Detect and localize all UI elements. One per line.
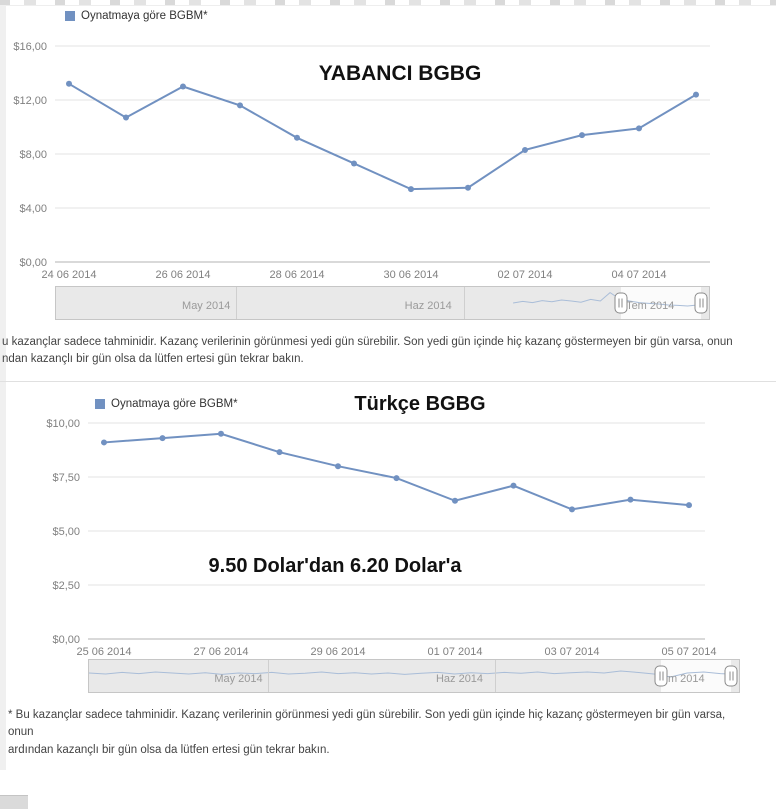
svg-text:$7,50: $7,50 — [52, 472, 80, 484]
chart2-title: Türkçe BGBG — [354, 393, 486, 415]
left-edge-strip — [0, 5, 6, 770]
month-divider — [495, 660, 497, 692]
svg-text:$8,00: $8,00 — [19, 149, 47, 161]
svg-text:01 07 2014: 01 07 2014 — [427, 646, 482, 657]
svg-text:03 07 2014: 03 07 2014 — [544, 646, 599, 657]
chart1-disclaimer: u kazançlar sadece tahminidir. Kazanç ve… — [2, 334, 752, 369]
svg-text:$0,00: $0,00 — [52, 634, 80, 646]
price-drop-annotation: 9.50 Dolar'dan 6.20 Dolar'a — [208, 555, 462, 577]
disclaimer-line: ndan kazançlı bir gün olsa da lütfen ert… — [2, 353, 304, 366]
svg-text:26 06 2014: 26 06 2014 — [155, 269, 210, 281]
month-label: Tem 2014 — [626, 299, 675, 312]
bottom-left-corner-fragment — [0, 795, 28, 809]
chart2-disclaimer: * Bu kazançlar sadece tahminidir. Kazanç… — [8, 707, 738, 759]
slider-handle[interactable] — [654, 665, 668, 687]
section-divider — [0, 381, 776, 382]
timeline-sparkline — [513, 291, 708, 307]
svg-text:$16,00: $16,00 — [13, 41, 47, 53]
legend-swatch — [65, 11, 75, 21]
svg-text:02 07 2014: 02 07 2014 — [497, 269, 552, 281]
chart1-legend: Oynatmaya göre BGBM* — [65, 10, 208, 22]
chart1-title: YABANCI BGBG — [318, 62, 482, 85]
chart1-area: $16,00 $12,00 $8,00 $4,00 $0,00 24 06 2014 26 … — [0, 34, 720, 284]
svg-text:$5,00: $5,00 — [52, 526, 80, 538]
slider-handle[interactable] — [614, 292, 628, 314]
svg-text:$12,00: $12,00 — [13, 95, 47, 107]
chart1-timeline-range-slider[interactable]: May 2014 Haz 2014 Tem 2014 — [55, 286, 710, 320]
timeline-sparkline — [89, 670, 738, 678]
svg-text:25 06 2014: 25 06 2014 — [76, 646, 131, 657]
month-label: Haz 2014 — [404, 299, 452, 312]
disclaimer-line: ardından kazançlı bir gün olsa da lütfen… — [8, 743, 330, 756]
disclaimer-line: u kazançlar sadece tahminidir. Kazanç ve… — [2, 336, 733, 348]
legend-label: Oynatmaya göre BGBM* — [111, 398, 238, 410]
slider-selected-range[interactable] — [620, 287, 702, 319]
month-label: Haz 2014 — [435, 672, 484, 685]
slider-handle[interactable] — [694, 292, 708, 314]
slider-handle[interactable] — [724, 665, 738, 687]
svg-text:28 06 2014: 28 06 2014 — [269, 269, 324, 281]
month-divider — [464, 287, 466, 319]
month-divider — [235, 287, 237, 319]
svg-text:30 06 2014: 30 06 2014 — [383, 269, 438, 281]
disclaimer-line: * Bu kazançlar sadece tahminidir. Kazanç… — [8, 709, 726, 739]
legend-label: Oynatmaya göre BGBM* — [81, 10, 208, 22]
cropped-content-strip — [0, 0, 776, 6]
svg-text:$10,00: $10,00 — [46, 418, 80, 430]
svg-text:24 06 2014: 24 06 2014 — [41, 269, 96, 281]
chart2-timeline-range-slider[interactable]: May 2014 Haz 2014 Tem 2014 — [88, 659, 740, 693]
legend-swatch — [95, 399, 105, 409]
month-label: Tem 2014 — [656, 672, 705, 685]
svg-text:04 07 2014: 04 07 2014 — [611, 269, 666, 281]
svg-text:29 06 2014: 29 06 2014 — [310, 646, 365, 657]
month-label: May 2014 — [214, 672, 263, 685]
svg-text:27 06 2014: 27 06 2014 — [193, 646, 248, 657]
chart2-area: $10,00 $7,50 $5,00 $2,50 $0,00 25 06 2014 27 0… — [0, 417, 760, 658]
month-divider — [267, 660, 269, 692]
svg-text:$0,00: $0,00 — [19, 257, 47, 269]
chart2-legend: Oynatmaya göre BGBM* — [95, 398, 238, 410]
svg-text:$4,00: $4,00 — [19, 203, 47, 215]
month-label: May 2014 — [182, 299, 231, 312]
svg-text:05 07 2014: 05 07 2014 — [661, 646, 716, 657]
svg-text:$2,50: $2,50 — [52, 580, 80, 592]
